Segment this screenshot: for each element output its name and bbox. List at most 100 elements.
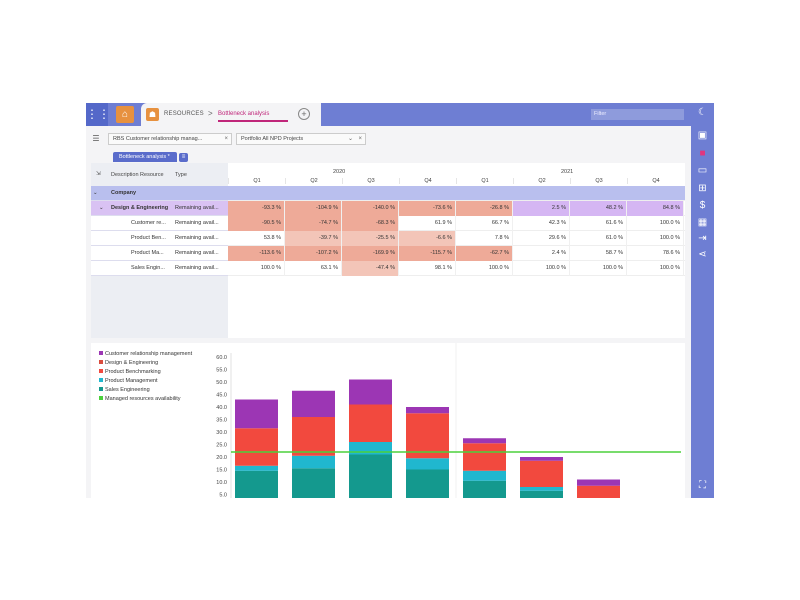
bar-segment[interactable]: [292, 468, 335, 498]
value-cell[interactable]: 100.0 %: [570, 261, 627, 276]
bar-segment[interactable]: [292, 455, 335, 469]
value-cell[interactable]: -73.6 %: [399, 201, 456, 216]
excel-icon[interactable]: ⊞: [698, 183, 707, 194]
bar-segment[interactable]: [406, 413, 449, 459]
settings-icon[interactable]: ☰: [92, 134, 100, 143]
value-cell[interactable]: 100.0 %: [627, 231, 684, 246]
value-cell[interactable]: 63.1 %: [285, 261, 342, 276]
value-cell[interactable]: -113.6 %: [228, 246, 285, 261]
book-icon[interactable]: ■: [699, 148, 706, 159]
tab-bottleneck-analysis[interactable]: Bottleneck analysis: [218, 111, 270, 117]
value-cell[interactable]: 100.0 %: [627, 216, 684, 231]
fullscreen-icon[interactable]: ⛶: [699, 480, 706, 491]
table-row[interactable]: Sales Engin... Remaining avail...: [91, 261, 228, 276]
rbs-close-icon[interactable]: ×: [224, 136, 228, 142]
bar-segment[interactable]: [406, 407, 449, 414]
value-cell[interactable]: 100.0 %: [228, 261, 285, 276]
value-cell[interactable]: -62.7 %: [456, 246, 513, 261]
value-cell[interactable]: -140.0 %: [342, 201, 399, 216]
value-cell[interactable]: 61.6 %: [570, 216, 627, 231]
value-cell[interactable]: 66.7 %: [456, 216, 513, 231]
table-row[interactable]: Product Ben... Remaining avail...: [91, 231, 228, 246]
collapse-icon[interactable]: ⌄: [99, 205, 104, 211]
bar-segment[interactable]: [349, 454, 392, 499]
portfolio-close-icon[interactable]: ×: [358, 136, 362, 142]
table-row[interactable]: ⌄ Design & Engineering Remaining avail...: [91, 201, 228, 216]
value-cell[interactable]: 84.8 %: [627, 201, 684, 216]
share-icon[interactable]: ⋖: [698, 249, 707, 260]
legend-item[interactable]: Sales Engineering: [99, 387, 150, 393]
bar-segment[interactable]: [292, 390, 335, 417]
dollar-icon[interactable]: $: [699, 200, 706, 211]
breadcrumb-resources[interactable]: RESOURCES: [164, 111, 204, 117]
value-cell[interactable]: 7.8 %: [456, 231, 513, 246]
bar-segment[interactable]: [349, 404, 392, 443]
value-cell[interactable]: 61.0 %: [570, 231, 627, 246]
add-tab-button[interactable]: +: [298, 108, 310, 120]
bar-segment[interactable]: [577, 485, 620, 498]
portfolio-caret-icon[interactable]: ⌄: [347, 136, 353, 142]
bar-segment[interactable]: [349, 379, 392, 405]
calendar-icon[interactable]: ▦: [697, 217, 708, 228]
table-row[interactable]: Product Ma... Remaining avail...: [91, 246, 228, 261]
legend-item[interactable]: Design & Engineering: [99, 360, 158, 366]
filter-input[interactable]: Filter: [591, 109, 684, 120]
value-cell[interactable]: 53.8 %: [228, 231, 285, 246]
bar-segment[interactable]: [406, 469, 449, 499]
value-cell[interactable]: -74.7 %: [285, 216, 342, 231]
home-icon[interactable]: ⌂: [116, 106, 134, 123]
view-tab-bottleneck[interactable]: Bottleneck analysis *: [113, 152, 177, 162]
value-cell[interactable]: 61.9 %: [399, 216, 456, 231]
legend-item[interactable]: Product Benchmarking: [99, 369, 161, 375]
portfolio-filter-chip[interactable]: Portfolio All NPD Projects ⌄ ×: [236, 133, 366, 145]
bar-segment[interactable]: [520, 490, 563, 498]
value-cell[interactable]: -26.8 %: [456, 201, 513, 216]
bar-segment[interactable]: [463, 470, 506, 481]
rbs-filter-chip[interactable]: RBS Customer relationship manag... ×: [108, 133, 232, 145]
apps-grid-icon[interactable]: ⋮⋮: [86, 103, 110, 126]
bar-segment[interactable]: [235, 470, 278, 498]
value-cell[interactable]: -107.2 %: [285, 246, 342, 261]
view-menu-icon[interactable]: ≡: [179, 153, 188, 162]
bar-segment[interactable]: [235, 399, 278, 429]
export-icon[interactable]: ⇥: [698, 233, 707, 244]
legend-item[interactable]: Managed resources availability: [99, 396, 181, 402]
value-cell[interactable]: -39.7 %: [285, 231, 342, 246]
table-row[interactable]: Customer re... Remaining avail...: [91, 216, 228, 231]
bar-segment[interactable]: [520, 457, 563, 461]
value-cell[interactable]: 58.7 %: [570, 246, 627, 261]
value-cell[interactable]: 48.2 %: [570, 201, 627, 216]
bar-segment[interactable]: [520, 487, 563, 491]
value-cell[interactable]: -93.3 %: [228, 201, 285, 216]
value-cell[interactable]: 29.6 %: [513, 231, 570, 246]
bar-segment[interactable]: [235, 428, 278, 466]
value-cell[interactable]: -68.3 %: [342, 216, 399, 231]
value-cell[interactable]: 98.1 %: [399, 261, 456, 276]
value-cell[interactable]: -104.9 %: [285, 201, 342, 216]
bar-segment[interactable]: [235, 465, 278, 471]
group-row-company[interactable]: ⌄ Company: [91, 186, 228, 201]
value-cell[interactable]: 2.5 %: [513, 201, 570, 216]
value-cell[interactable]: -47.4 %: [342, 261, 399, 276]
value-cell[interactable]: 2.4 %: [513, 246, 570, 261]
legend-item[interactable]: Customer relationship management: [99, 351, 192, 357]
tree-expand-icon[interactable]: ⇲: [96, 171, 101, 177]
value-cell[interactable]: 100.0 %: [513, 261, 570, 276]
screen-icon[interactable]: ▭: [697, 165, 708, 176]
value-cell[interactable]: -169.9 %: [342, 246, 399, 261]
bar-segment[interactable]: [406, 458, 449, 470]
value-cell[interactable]: 100.0 %: [456, 261, 513, 276]
bar-segment[interactable]: [463, 438, 506, 444]
bar-segment[interactable]: [292, 417, 335, 456]
collapse-icon[interactable]: ⌄: [93, 190, 98, 196]
value-cell[interactable]: 100.0 %: [627, 261, 684, 276]
col-description[interactable]: Description Resource: [111, 172, 164, 178]
moon-icon[interactable]: ☾: [698, 107, 707, 118]
col-type[interactable]: Type: [175, 172, 187, 178]
value-cell[interactable]: 78.6 %: [627, 246, 684, 261]
value-cell[interactable]: -25.5 %: [342, 231, 399, 246]
bar-segment[interactable]: [463, 480, 506, 498]
value-cell[interactable]: -115.7 %: [399, 246, 456, 261]
resources-icon[interactable]: ☗: [146, 108, 159, 121]
save-icon[interactable]: ▣: [697, 130, 708, 141]
